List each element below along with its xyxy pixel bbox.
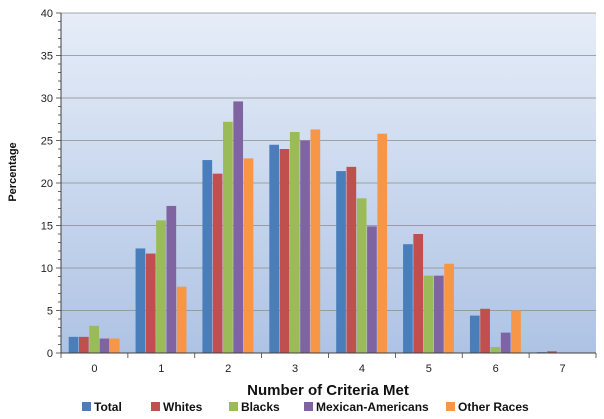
bar bbox=[243, 158, 254, 353]
legend-label: Other Races bbox=[458, 400, 529, 414]
legend-swatch bbox=[446, 402, 455, 411]
bar bbox=[202, 160, 213, 353]
bar bbox=[511, 310, 521, 353]
bar bbox=[223, 121, 233, 353]
legend-label: Whites bbox=[163, 400, 203, 414]
bar bbox=[310, 129, 321, 353]
bar bbox=[176, 286, 187, 353]
x-tick-label: 6 bbox=[493, 363, 499, 375]
bar bbox=[469, 315, 480, 353]
y-tick-label: 15 bbox=[41, 221, 53, 233]
bar bbox=[367, 226, 377, 353]
x-tick-label: 1 bbox=[158, 363, 164, 375]
bar bbox=[269, 144, 280, 353]
bar bbox=[547, 351, 557, 353]
bar bbox=[356, 198, 367, 353]
bar bbox=[433, 275, 444, 353]
y-tick-label: 30 bbox=[41, 93, 53, 105]
legend-label: Total bbox=[94, 400, 122, 414]
bar bbox=[336, 171, 346, 353]
bar bbox=[444, 263, 454, 353]
bar bbox=[289, 132, 300, 353]
bar bbox=[490, 347, 501, 353]
y-tick-label: 10 bbox=[41, 263, 53, 275]
y-tick-label: 5 bbox=[47, 306, 53, 318]
bar bbox=[166, 205, 177, 353]
y-tick-labels: 0 5 10 15 20 25 30 35 40 bbox=[41, 8, 53, 360]
bars bbox=[68, 101, 557, 354]
bar bbox=[89, 325, 99, 353]
x-tick-label: 7 bbox=[560, 363, 566, 375]
x-tick-label: 0 bbox=[91, 363, 97, 375]
bar bbox=[423, 275, 434, 353]
bar bbox=[233, 101, 244, 354]
bar bbox=[156, 220, 166, 353]
bar bbox=[413, 234, 424, 353]
legend: Total Whites Blacks Mexican-Americans Other … bbox=[82, 400, 529, 414]
bar bbox=[78, 336, 89, 353]
bar bbox=[500, 332, 511, 353]
bar bbox=[300, 140, 310, 353]
bar bbox=[212, 173, 223, 353]
bar bbox=[109, 338, 120, 353]
x-tick-label: 2 bbox=[225, 363, 231, 375]
legend-label: Blacks bbox=[241, 400, 280, 414]
y-tick-label: 0 bbox=[47, 348, 53, 360]
bar bbox=[135, 248, 146, 353]
x-tick-label: 4 bbox=[359, 363, 365, 375]
bar bbox=[99, 338, 110, 353]
x-axis-title: Number of Criteria Met bbox=[247, 382, 409, 399]
legend-swatch bbox=[151, 402, 160, 411]
x-tick-label: 5 bbox=[426, 363, 432, 375]
bar bbox=[68, 336, 79, 353]
bar bbox=[480, 308, 490, 353]
y-axis-title: Percentage bbox=[7, 142, 19, 201]
bar bbox=[377, 133, 388, 353]
y-tick-label: 25 bbox=[41, 136, 53, 148]
bar bbox=[346, 166, 357, 353]
bar bbox=[145, 253, 156, 353]
y-tick-label: 40 bbox=[41, 8, 53, 20]
y-tick-label: 20 bbox=[41, 178, 53, 190]
bar bbox=[279, 149, 290, 353]
x-tick-labels: 0 1 2 3 4 5 6 7 bbox=[91, 363, 565, 375]
x-tick-label: 3 bbox=[292, 363, 298, 375]
axes bbox=[56, 12, 597, 358]
bar bbox=[403, 244, 413, 353]
y-tick-label: 35 bbox=[41, 51, 53, 63]
legend-swatch bbox=[229, 402, 238, 411]
legend-label: Mexican-Americans bbox=[316, 400, 429, 414]
legend-swatch bbox=[82, 402, 91, 411]
legend-swatch bbox=[304, 402, 313, 411]
